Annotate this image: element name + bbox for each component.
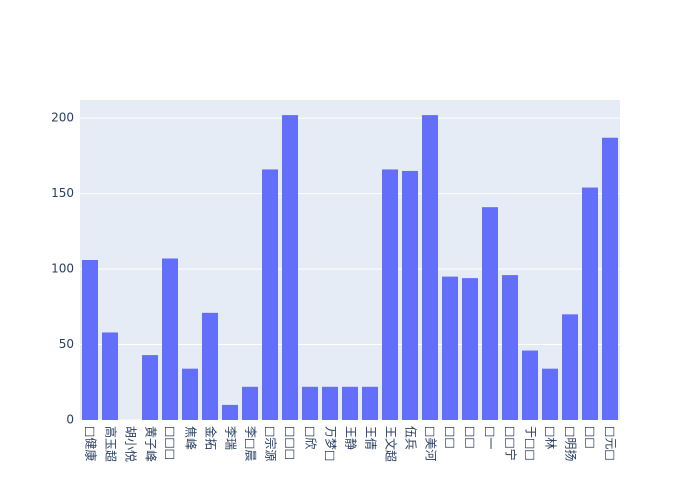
bar bbox=[82, 260, 98, 420]
x-tick-label: □元□ bbox=[604, 426, 618, 461]
x-tick-label: □□ bbox=[584, 426, 598, 449]
x-tick-label: 焦峰 bbox=[184, 426, 198, 450]
bar bbox=[162, 258, 178, 420]
bar bbox=[602, 137, 618, 421]
bar bbox=[242, 386, 258, 420]
x-tick-label: 金拓 bbox=[204, 426, 219, 450]
y-tick-label: 100 bbox=[51, 262, 74, 276]
bar bbox=[202, 312, 218, 420]
x-tick-label: □□ bbox=[464, 426, 478, 449]
x-tick-label: □美河 bbox=[424, 426, 438, 461]
x-tick-label: 于□□ bbox=[524, 426, 538, 461]
x-tick-label: □□□ bbox=[164, 426, 178, 460]
bar bbox=[422, 115, 438, 421]
x-tick-label: 伍兵 bbox=[404, 426, 418, 450]
bar bbox=[222, 404, 238, 420]
x-tick-label: 万梦□ bbox=[324, 426, 338, 461]
bar bbox=[102, 332, 118, 420]
y-tick-label: 50 bbox=[59, 337, 74, 351]
plot-area bbox=[80, 100, 620, 420]
x-tick-label: 李□晨 bbox=[244, 426, 259, 461]
x-tick-label: □□ bbox=[444, 426, 458, 449]
x-tick-label: □明扬 bbox=[564, 426, 579, 461]
x-tick-label: 李瑞 bbox=[224, 426, 239, 450]
bar bbox=[342, 386, 358, 420]
bar bbox=[182, 368, 198, 420]
x-tick-label: 黄子峰 bbox=[144, 426, 158, 462]
x-tick-label: □□宁 bbox=[504, 426, 519, 461]
bar bbox=[482, 207, 498, 420]
bar bbox=[302, 386, 318, 420]
x-tick-label: □□□ bbox=[284, 426, 298, 460]
bar bbox=[322, 386, 338, 420]
x-tick-label: 王静 bbox=[344, 426, 358, 450]
x-tick-label: 王文超 bbox=[384, 426, 399, 462]
bar bbox=[382, 169, 398, 420]
bar bbox=[542, 368, 558, 420]
x-tick-label: 胡小悦 bbox=[124, 426, 138, 462]
y-tick-label: 0 bbox=[66, 413, 74, 427]
bar bbox=[442, 276, 458, 420]
y-tick-label: 200 bbox=[51, 111, 74, 125]
x-tick-label: □一 bbox=[484, 426, 498, 449]
bar bbox=[262, 169, 278, 420]
bar bbox=[582, 187, 598, 420]
x-tick-label: □欣 bbox=[304, 426, 318, 449]
y-tick-label: 150 bbox=[51, 186, 74, 200]
x-tick-label: □健康 bbox=[84, 426, 99, 461]
x-tick-label: 王倩 bbox=[364, 426, 378, 450]
bar bbox=[142, 355, 158, 420]
bar bbox=[562, 314, 578, 420]
x-tick-label: 高玉超 bbox=[104, 426, 119, 462]
x-tick-label: □林 bbox=[544, 426, 558, 449]
bar bbox=[502, 275, 518, 420]
bar bbox=[462, 278, 478, 420]
x-tick-label: □宗源 bbox=[264, 426, 279, 461]
bar bbox=[522, 350, 538, 420]
bar bbox=[282, 115, 298, 421]
bar bbox=[362, 386, 378, 420]
bar bbox=[402, 170, 418, 420]
